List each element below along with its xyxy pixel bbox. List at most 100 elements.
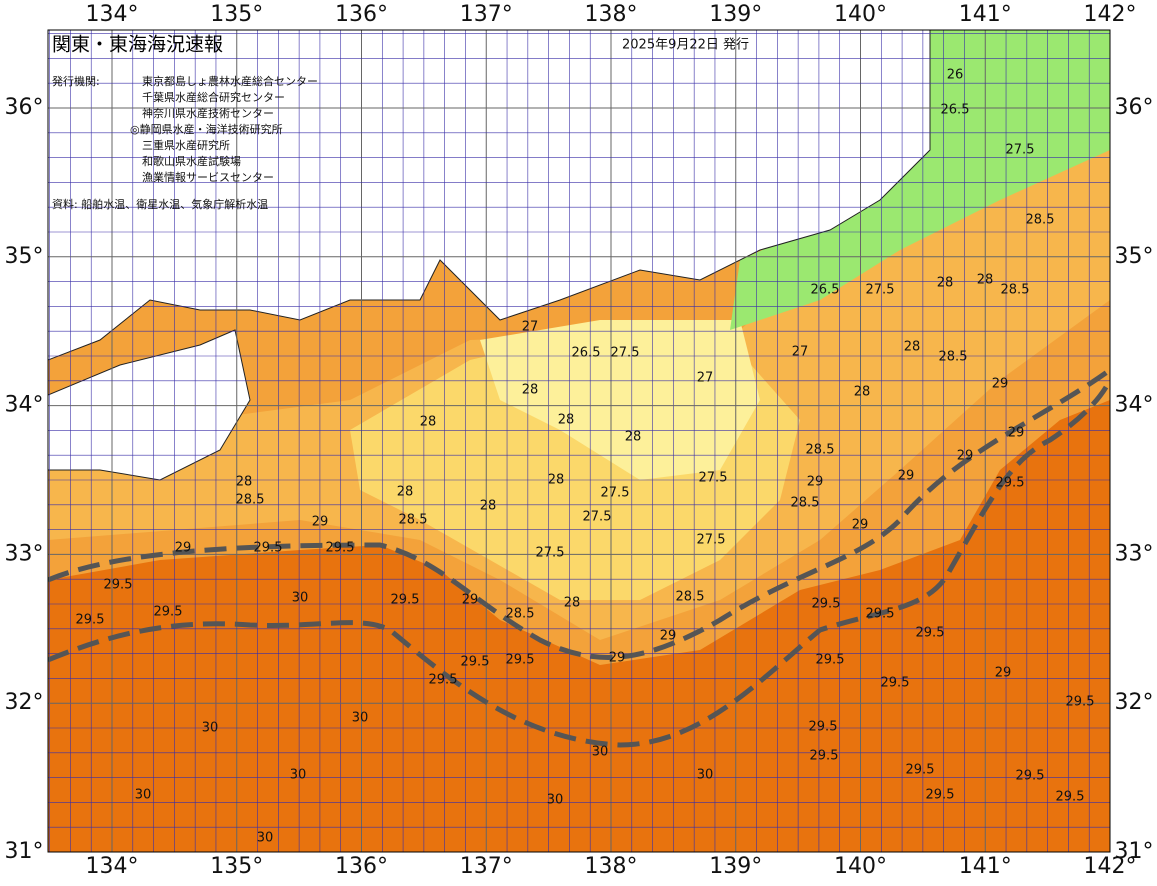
contour-label: 29.5	[461, 655, 490, 670]
contour-label: 27.5	[611, 346, 640, 361]
lon-label: 138°	[585, 2, 638, 27]
contour-label: 29.5	[926, 788, 955, 803]
contour-label: 30	[352, 711, 369, 726]
contour-label: 29.5	[812, 597, 841, 612]
contour-label: 30	[202, 721, 219, 736]
lon-label: 135°	[210, 2, 263, 27]
land	[48, 30, 931, 361]
contour-label: 29.5	[816, 653, 845, 668]
contour-label: 28.5	[399, 513, 428, 528]
contour-label: 29.5	[996, 476, 1025, 491]
contour-label: 28.5	[1026, 213, 1055, 228]
title: 関東・東海海況速報	[52, 34, 223, 56]
contour-label: 28	[480, 499, 497, 514]
lon-label: 138°	[585, 854, 638, 879]
lat-label: 35°	[5, 244, 44, 269]
contour-label: 29	[175, 541, 192, 556]
contour-label: 30	[592, 745, 609, 760]
lon-label: 141°	[959, 854, 1012, 879]
contour-label: 28	[397, 485, 414, 500]
contour-label: 28.5	[1001, 283, 1030, 298]
contour-label: 29.5	[810, 749, 839, 764]
contour-label: 27.5	[583, 510, 612, 525]
contour-label: 29	[898, 469, 915, 484]
lon-label: 140°	[834, 2, 887, 27]
contour-label: 28.5	[806, 443, 835, 458]
lon-label: 141°	[959, 2, 1012, 27]
contour-label: 28	[548, 473, 565, 488]
contour-label: 29	[462, 593, 479, 608]
lat-label: 33°	[5, 541, 44, 566]
contour-label: 29.5	[916, 626, 945, 641]
contour-label: 28	[937, 276, 954, 291]
contour-label: 27.5	[601, 486, 630, 501]
grid	[48, 30, 1110, 852]
lon-label: 142°	[1084, 2, 1137, 27]
lat-label: 33°	[1115, 541, 1154, 566]
contour-label: 27.5	[699, 471, 728, 486]
agency: 和歌山県水産試験場	[142, 154, 241, 168]
lat-label: 32°	[5, 690, 44, 715]
contour-label: 28	[904, 340, 921, 355]
contour-label: 27.5	[866, 283, 895, 298]
lat-label: 35°	[1115, 244, 1154, 269]
lon-label: 139°	[709, 2, 762, 27]
contour-label: 29	[992, 377, 1009, 392]
contour-label: 29.5	[1056, 790, 1085, 805]
lon-label: 136°	[335, 854, 388, 879]
lat-label: 32°	[1115, 690, 1154, 715]
contour-label: 27	[522, 320, 539, 335]
contour-label: 29.5	[866, 607, 895, 622]
agencies-label: 発行機関:	[52, 74, 100, 88]
contour-label: 29	[312, 515, 329, 530]
lon-label: 134°	[86, 2, 139, 27]
contour-label: 29.5	[254, 541, 283, 556]
contour-label: 28.5	[939, 350, 968, 365]
contour-label: 29.5	[391, 593, 420, 608]
lon-label: 142°	[1084, 854, 1137, 879]
source: 資料: 船舶水温、衛星水温、気象庁解析水温	[52, 197, 268, 211]
contour-label: 28	[420, 415, 437, 430]
contour-label: 27.5	[536, 546, 565, 561]
lon-label: 139°	[709, 854, 762, 879]
frame	[47, 29, 1111, 853]
contour-label: 29	[995, 666, 1012, 681]
contour-label: 29.5	[76, 613, 105, 628]
lon-label: 136°	[335, 2, 388, 27]
contour-label: 29	[609, 651, 626, 666]
contour-label: 29.5	[1066, 695, 1095, 710]
contour-label: 28	[558, 413, 575, 428]
contour-label: 28	[522, 383, 539, 398]
lon-label: 134°	[86, 854, 139, 879]
lat-label: 34°	[5, 393, 44, 418]
contour-label: 29.5	[154, 605, 183, 620]
contour-label: 29.5	[506, 653, 535, 668]
contour-label: 29.5	[326, 541, 355, 556]
map-area	[48, 30, 1110, 852]
contour-label: 29	[852, 518, 869, 533]
lat-label: 36°	[1115, 95, 1154, 120]
contour-label: 29	[1008, 426, 1025, 441]
contour-label: 29.5	[429, 673, 458, 688]
contour-label: 28.5	[791, 496, 820, 511]
contour-label: 27.5	[697, 533, 726, 548]
lon-label: 140°	[834, 854, 887, 879]
agency: 千葉県水産総合研究センター	[142, 90, 285, 104]
current-axis-line	[48, 367, 1110, 660]
contour-label: 28	[236, 475, 253, 490]
contour-label: 30	[257, 831, 274, 846]
lat-label: 31°	[5, 839, 44, 864]
contour-label: 26.5	[572, 346, 601, 361]
contour-label: 28.5	[236, 493, 265, 508]
contour-label: 30	[547, 793, 564, 808]
contour-label: 26.5	[941, 103, 970, 118]
lon-label: 135°	[210, 854, 263, 879]
contour-label: 29.5	[1016, 769, 1045, 784]
contour-label: 29.5	[906, 763, 935, 778]
lat-label: 31°	[1115, 839, 1154, 864]
sea-hot	[48, 400, 1110, 852]
agency: 神奈川県水産技術センター	[142, 106, 274, 120]
contour-label: 30	[697, 768, 714, 783]
